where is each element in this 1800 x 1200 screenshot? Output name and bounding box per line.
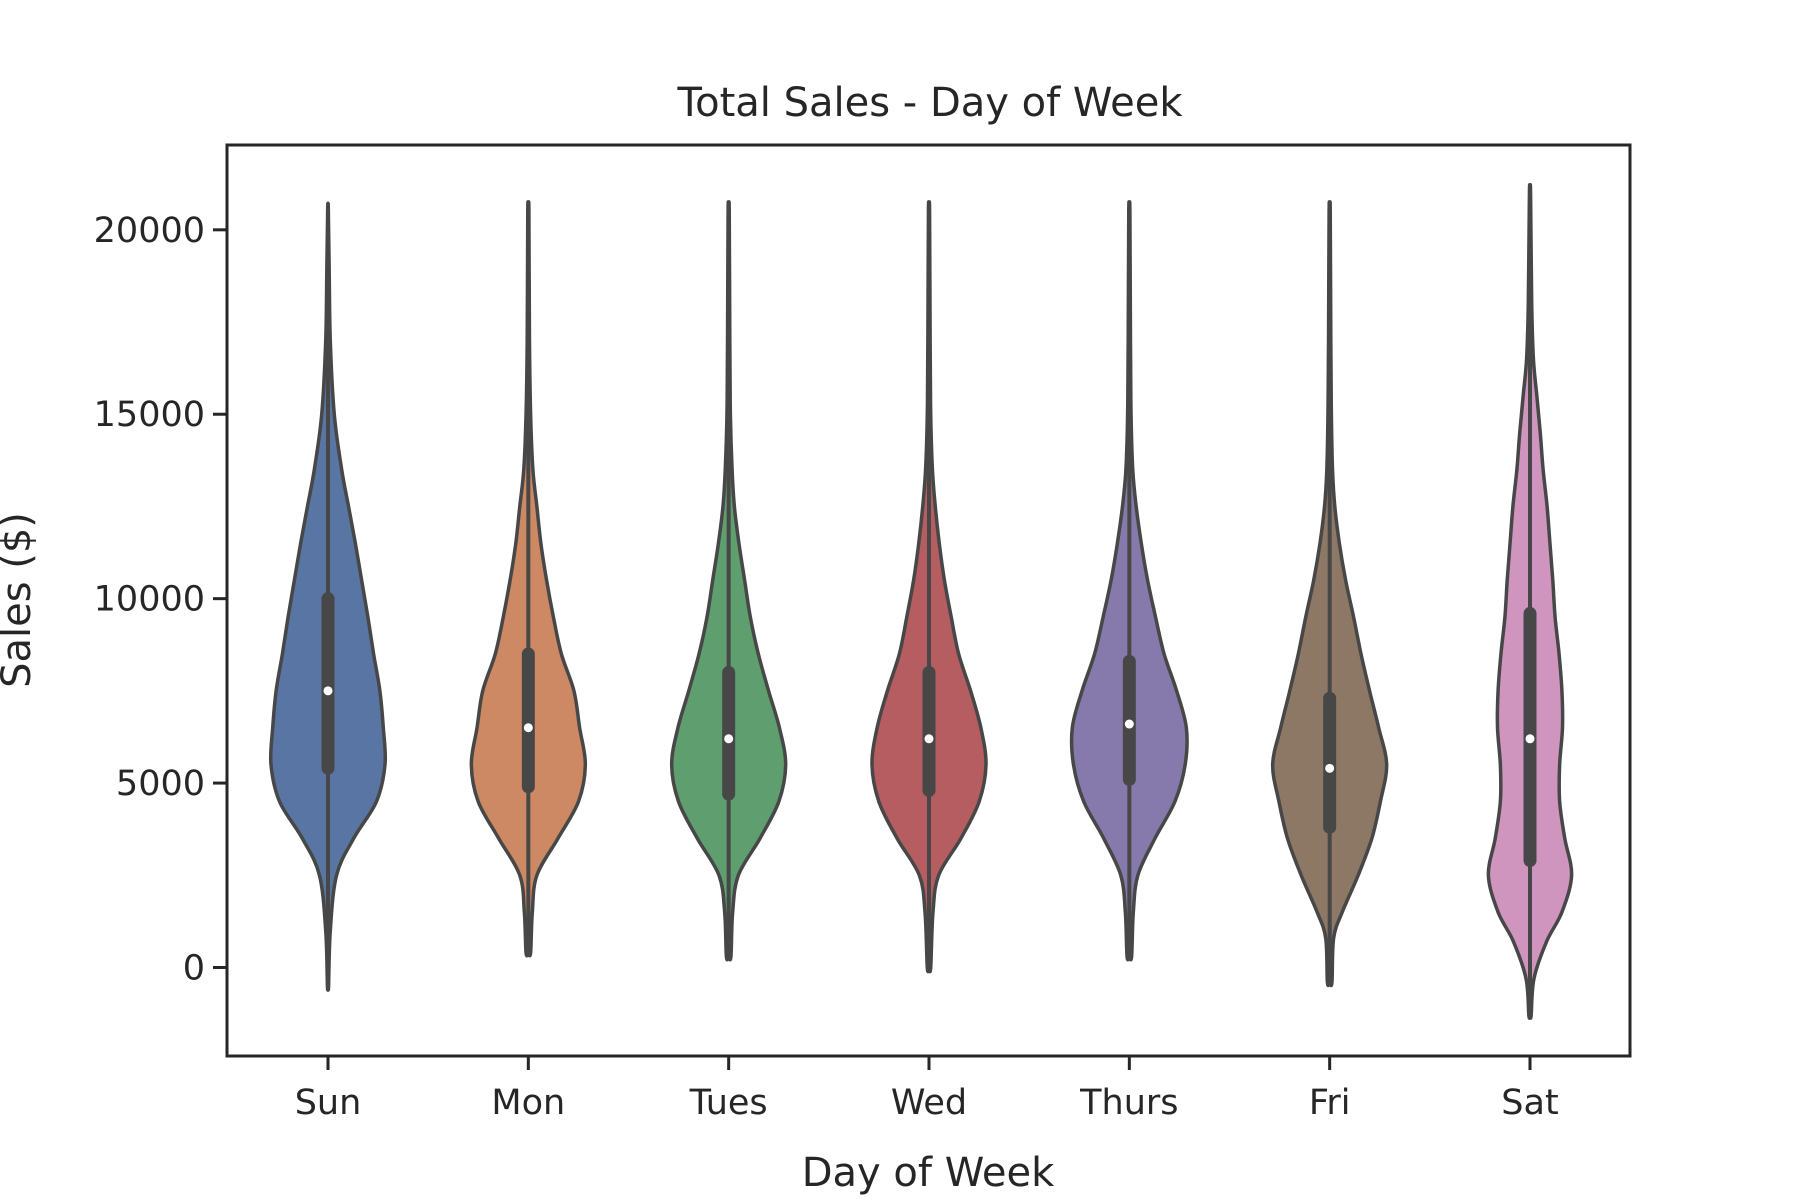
y-tick-label-5000: 5000 bbox=[116, 764, 205, 804]
median-fri bbox=[1325, 763, 1335, 773]
median-wed bbox=[924, 734, 934, 744]
x-tick-label-sat: Sat bbox=[1501, 1083, 1558, 1123]
violin-tues bbox=[669, 200, 788, 962]
median-mon bbox=[523, 723, 533, 733]
plot-area bbox=[268, 183, 1574, 1020]
violin-sun bbox=[268, 201, 388, 992]
median-sat bbox=[1525, 734, 1535, 744]
x-tick-label-sun: Sun bbox=[295, 1083, 362, 1123]
median-thurs bbox=[1124, 719, 1134, 729]
y-tick-label-10000: 10000 bbox=[94, 580, 205, 620]
x-tick-label-tues: Tues bbox=[689, 1083, 768, 1123]
axes: Sun Mon Tues Wed Thurs Fri Sat 0 5000 10000 15000 2… bbox=[94, 211, 1559, 1123]
y-tick-label-0: 0 bbox=[183, 948, 205, 988]
violin-wed bbox=[870, 200, 988, 974]
x-tick-label-thurs: Thurs bbox=[1079, 1083, 1178, 1123]
chart-title: Total Sales - Day of Week bbox=[676, 80, 1183, 126]
y-axis-label: Sales ($) bbox=[0, 512, 40, 688]
x-tick-label-fri: Fri bbox=[1309, 1083, 1351, 1123]
x-tick-label-wed: Wed bbox=[891, 1083, 967, 1123]
median-tues bbox=[724, 734, 734, 744]
violin-sat bbox=[1486, 183, 1574, 1020]
x-axis-label: Day of Week bbox=[802, 1150, 1055, 1196]
y-tick-label-20000: 20000 bbox=[94, 211, 205, 251]
y-tick-label-15000: 15000 bbox=[94, 395, 205, 435]
violin-fri bbox=[1270, 200, 1389, 988]
violin-thurs bbox=[1069, 200, 1189, 962]
median-sun bbox=[323, 686, 333, 696]
violin-mon bbox=[469, 200, 588, 958]
x-tick-label-mon: Mon bbox=[491, 1083, 565, 1123]
